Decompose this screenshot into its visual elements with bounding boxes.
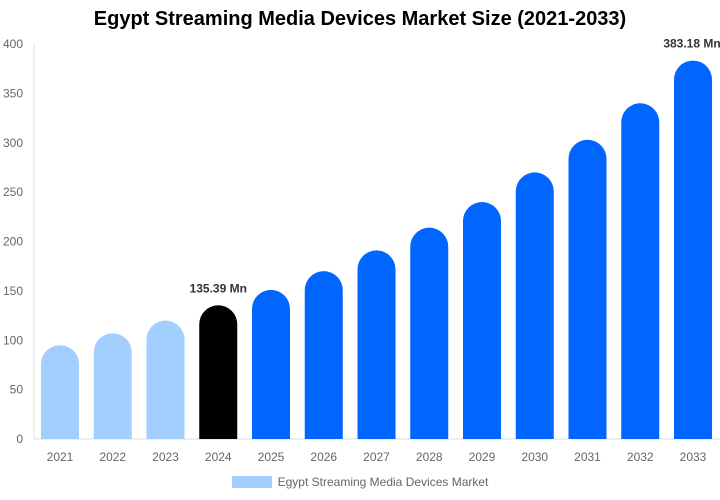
bar-2024 — [199, 305, 238, 439]
bar-2029 — [463, 202, 501, 439]
bar-2026 — [304, 271, 343, 439]
x-tick-label: 2027 — [363, 450, 390, 464]
x-tick-label: 2026 — [310, 450, 337, 464]
x-tick-label: 2031 — [574, 450, 601, 464]
x-tick-label: 2032 — [627, 450, 654, 464]
y-tick-label: 0 — [16, 432, 23, 446]
y-tick-label: 50 — [10, 383, 24, 397]
y-tick-label: 400 — [3, 37, 23, 51]
x-tick-label: 2021 — [47, 450, 74, 464]
legend-label: Egypt Streaming Media Devices Market — [277, 475, 489, 489]
x-tick-label: 2030 — [521, 450, 548, 464]
y-tick-label: 150 — [3, 284, 23, 298]
data-label-2033: 383.18 Mn — [663, 37, 720, 51]
bar-2030 — [515, 172, 554, 439]
bar-2032 — [621, 103, 660, 440]
y-tick-label: 200 — [3, 235, 23, 249]
chart-title: Egypt Streaming Media Devices Market Siz… — [93, 8, 627, 30]
bar-2023 — [146, 320, 185, 439]
x-tick-label: 2025 — [258, 450, 285, 464]
x-tick-label: 2024 — [205, 450, 232, 464]
x-tick-label: 2033 — [680, 450, 707, 464]
bar-2033 — [674, 60, 712, 440]
x-tick-label: 2029 — [469, 450, 496, 464]
x-tick-label: 2028 — [416, 450, 443, 464]
legend: Egypt Streaming Media Devices Market — [0, 475, 720, 489]
legend-swatch — [231, 476, 272, 488]
data-label-2024: 135.39 Mn — [190, 281, 247, 295]
bar-chart: 0 50 100 150 200 250 300 350 400 2021 2022 2023 2024… — [3, 37, 720, 464]
y-tick-label: 350 — [3, 86, 23, 100]
x-tick-label: 2022 — [99, 450, 126, 464]
x-tick-label: 2023 — [152, 450, 179, 464]
bar-2031 — [568, 139, 607, 439]
bar-2028 — [410, 227, 449, 439]
bar-2027 — [357, 250, 396, 439]
bar-2021 — [41, 345, 79, 439]
y-tick-label: 100 — [3, 333, 23, 347]
y-tick-label: 250 — [3, 185, 23, 199]
bar-2025 — [252, 289, 290, 439]
bar-2022 — [93, 333, 132, 439]
y-tick-label: 300 — [3, 136, 23, 150]
